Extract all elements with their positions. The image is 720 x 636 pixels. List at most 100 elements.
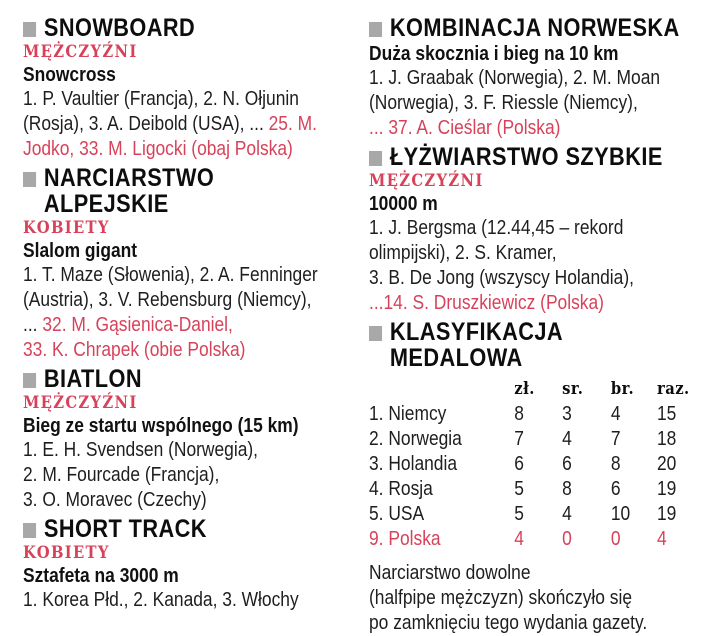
results-clipping: { "colors": { "accent_red": "#d7425a", "…: [23, 12, 690, 634]
silver-cell: 4: [562, 428, 572, 450]
square-bullet-icon: [23, 172, 37, 187]
event-name: Slalom gigant: [23, 240, 138, 262]
section-title: SHORT TRACK: [43, 515, 207, 543]
medal-table-row: 2. Norwegia 7 4 7 18: [369, 427, 700, 452]
result-line: 3. B. De Jong (wszyscy Holandia),: [369, 266, 700, 291]
section-snowboard: SNOWBOARD MĘŻCZYŹNI Snowcross 1. P. Vaul…: [23, 15, 354, 162]
total-cell: 19: [656, 478, 677, 500]
silver-cell: 0: [562, 528, 572, 550]
country-cell: 2. Norwegia: [369, 428, 462, 450]
medal-table-row: 3. Holandia 6 6 8 20: [369, 452, 700, 477]
result-text: 1. J. Bergsma (12.44,45 – rekord: [369, 217, 624, 239]
result-line: 1. Korea Płd., 2. Kanada, 3. Włochy: [23, 588, 354, 613]
gold-cell: 6: [514, 453, 524, 475]
section-header: SNOWBOARD: [23, 15, 354, 41]
section-title: BIATLON: [43, 365, 142, 393]
result-line: olimpijski), 2. S. Kramer,: [369, 241, 700, 266]
result-text: 1. Korea Płd., 2. Kanada, 3. Włochy: [23, 589, 299, 611]
total-cell: 15: [656, 403, 677, 425]
result-text: 3. B. De Jong (wszyscy Holandia),: [369, 267, 634, 289]
result-text: Jodko, 33. M. Ligocki (obaj Polska): [23, 138, 293, 160]
section-nordic-combined: KOMBINACJA NORWESKA Duża skocznia i bieg…: [369, 15, 700, 141]
total-cell: 19: [656, 503, 677, 525]
section-header: KLASYFIKACJA MEDALOWA: [369, 319, 700, 371]
event-name: Duża skocznia i bieg na 10 km: [369, 43, 619, 65]
gender-label: KOBIETY: [23, 218, 110, 238]
result-line: 33. K. Chrapek (obie Polska): [23, 338, 354, 363]
gender-label: MĘŻCZYŹNI: [23, 42, 138, 62]
section-title: NARCIARSTWO: [43, 164, 215, 192]
result-text: 33. K. Chrapek (obie Polska): [23, 339, 246, 361]
section-speed-skating: ŁYŻWIARSTWO SZYBKIE MĘŻCZYŹNI 10000 m 1.…: [369, 144, 700, 316]
gold-cell: 8: [514, 403, 524, 425]
silver-cell: 6: [562, 453, 572, 475]
note-line: (halfpipe mężczyzn) skończyło się: [369, 587, 633, 609]
silver-cell: 8: [562, 478, 572, 500]
result-text: ...14. S. Druszkiewicz (Polska): [369, 292, 604, 314]
square-bullet-icon: [23, 523, 37, 538]
total-cell: 20: [656, 453, 677, 475]
column-header-silver: sr.: [562, 379, 584, 399]
left-column: SNOWBOARD MĘŻCZYŹNI Snowcross 1. P. Vaul…: [23, 12, 354, 613]
country-cell: 5. USA: [369, 503, 425, 525]
gold-cell: 5: [514, 503, 524, 525]
right-column: KOMBINACJA NORWESKA Duża skocznia i bieg…: [369, 12, 700, 636]
section-header: BIATLON: [23, 366, 354, 392]
medal-table-row: 9. Polska 4 0 0 4: [369, 527, 700, 552]
result-text: 1. J. Graabak (Norwegia), 2. M. Moan: [369, 67, 661, 89]
result-line: 1. J. Graabak (Norwegia), 2. M. Moan: [369, 66, 700, 91]
result-text: (Norwegia), 3. F. Riessle (Niemcy),: [369, 92, 638, 114]
result-line: (Rosja), 3. A. Deibold (USA), ... 25. M.: [23, 112, 354, 137]
section-title: SNOWBOARD: [43, 14, 196, 42]
result-line: ... 32. M. Gąsienica-Daniel,: [23, 313, 354, 338]
bronze-cell: 6: [610, 478, 621, 500]
result-line: ... 37. A. Cieślar (Polska): [369, 116, 700, 141]
editorial-note: Narciarstwo dowolne (halfpipe mężczyzn) …: [369, 561, 700, 636]
result-line: 1. T. Maze (Słowenia), 2. A. Fenninger: [23, 263, 354, 288]
gender-label: KOBIETY: [23, 543, 110, 563]
result-line: ...14. S. Druszkiewicz (Polska): [369, 291, 700, 316]
column-header-bronze: br.: [610, 379, 635, 399]
result-text: (Rosja), 3. A. Deibold (USA), ...: [23, 113, 269, 135]
result-text: olimpijski), 2. S. Kramer,: [369, 242, 557, 264]
event-name: Bieg ze startu wspólnego (15 km): [23, 415, 299, 437]
total-cell: 4: [656, 528, 667, 550]
result-line: 1. E. H. Svendsen (Norwegia),: [23, 438, 354, 463]
result-text: 25. M.: [268, 113, 317, 135]
square-bullet-icon: [369, 151, 383, 166]
event-name: 10000 m: [369, 193, 438, 215]
medal-table-row: 4. Rosja 5 8 6 19: [369, 477, 700, 502]
bronze-cell: 10: [610, 503, 631, 525]
gender-label: MĘŻCZYŹNI: [23, 393, 138, 413]
gender-label: MĘŻCZYŹNI: [369, 171, 484, 191]
country-cell: 4. Rosja: [369, 478, 433, 500]
gold-cell: 7: [514, 428, 524, 450]
note-line: po zamknięciu tego wydania gazety.: [369, 612, 648, 634]
section-title: KOMBINACJA NORWESKA: [389, 14, 680, 42]
medal-table: zł. sr. br. raz. 1. Niemcy 8 3 4 15 2. N…: [369, 377, 700, 552]
result-line: (Norwegia), 3. F. Riessle (Niemcy),: [369, 91, 700, 116]
medal-table-header-row: zł. sr. br. raz.: [369, 377, 700, 402]
result-text: 2. M. Fourcade (Francja),: [23, 464, 220, 486]
result-line: 1. P. Vaultier (Francja), 2. N. Ołjunin: [23, 87, 354, 112]
result-text: 32. M. Gąsienica-Daniel,: [42, 314, 233, 336]
section-title-line2: ALPEJSKIE: [43, 190, 169, 218]
square-bullet-icon: [23, 373, 37, 388]
bronze-cell: 7: [610, 428, 621, 450]
gold-cell: 4: [514, 528, 524, 550]
column-header-total: raz.: [656, 379, 690, 399]
result-text: 1. E. H. Svendsen (Norwegia),: [23, 439, 259, 461]
section-alpine-skiing: NARCIARSTWO ALPEJSKIE KOBIETY Slalom gig…: [23, 165, 354, 363]
country-cell: 1. Niemcy: [369, 403, 447, 425]
total-cell: 18: [656, 428, 677, 450]
silver-cell: 3: [562, 403, 572, 425]
square-bullet-icon: [369, 326, 383, 341]
column-header-gold: zł.: [514, 379, 535, 399]
result-line: 2. M. Fourcade (Francja),: [23, 463, 354, 488]
section-biathlon: BIATLON MĘŻCZYŹNI Bieg ze startu wspólne…: [23, 366, 354, 513]
section-medal-table: KLASYFIKACJA MEDALOWA zł. sr. br. raz. 1…: [369, 319, 700, 552]
result-text: 3. O. Moravec (Czechy): [23, 489, 207, 511]
result-text: ...: [23, 314, 43, 336]
square-bullet-icon: [369, 22, 383, 37]
result-text: 1. T. Maze (Słowenia), 2. A. Fenninger: [23, 264, 318, 286]
